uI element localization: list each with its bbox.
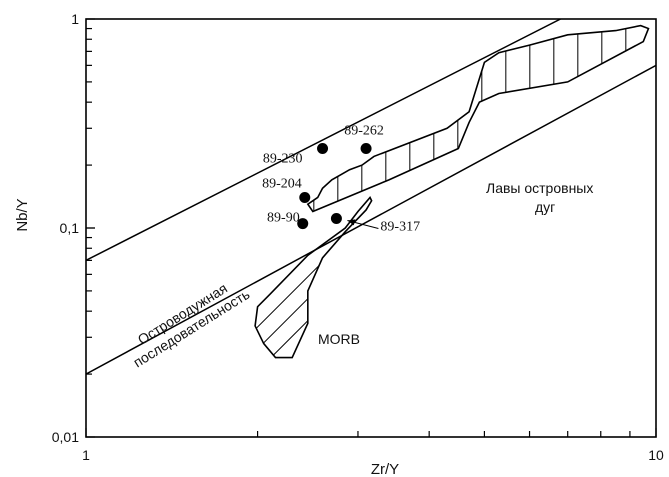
morb-field-label: MORB xyxy=(318,331,360,347)
arc-lavas-label-line-1: Лавы островных xyxy=(486,180,593,196)
point-label-89-230: 89-230 xyxy=(263,152,303,167)
arc-band-boundary-line-2 xyxy=(86,64,656,375)
sample-point-89-262 xyxy=(360,143,372,155)
point-label-89-204: 89-204 xyxy=(262,176,302,191)
arc-lavas-label: Лавы островных дуг xyxy=(486,180,593,215)
point-labels: 89-262 89-230 89-204 89-90 89-317 xyxy=(262,124,420,235)
point-label-89-317: 89-317 xyxy=(380,220,420,235)
point-label-89-262: 89-262 xyxy=(344,124,384,139)
arc-band-boundary-line-1 xyxy=(86,19,561,262)
sample-point-89-317 xyxy=(330,213,342,225)
y-tick-label: 1 xyxy=(71,11,79,27)
sample-point-89-204 xyxy=(299,191,311,203)
arc-band-label: Островодужная последовательность xyxy=(130,280,252,371)
axis-tick-labels: 1 10 0,01 0,1 1 xyxy=(52,11,664,463)
x-tick-label: 10 xyxy=(648,447,664,463)
sample-point-89-90 xyxy=(297,218,309,230)
axis-ticks xyxy=(85,18,657,438)
point-label-pointer-arrow-head xyxy=(347,219,356,226)
y-axis-label: Nb/Y xyxy=(14,198,31,231)
x-tick-label: 1 xyxy=(82,447,90,463)
point-label-89-90: 89-90 xyxy=(267,211,300,226)
x-axis-label: Zr/Y xyxy=(371,461,399,477)
y-tick-label: 0,1 xyxy=(60,220,80,236)
field-outline xyxy=(306,24,650,213)
sample-point-89-230 xyxy=(317,143,329,155)
plot-frame xyxy=(85,18,657,438)
arc-lavas-label-line-2: дуг xyxy=(535,199,555,215)
field-outline xyxy=(254,196,373,359)
y-tick-label: 0,01 xyxy=(52,429,79,445)
